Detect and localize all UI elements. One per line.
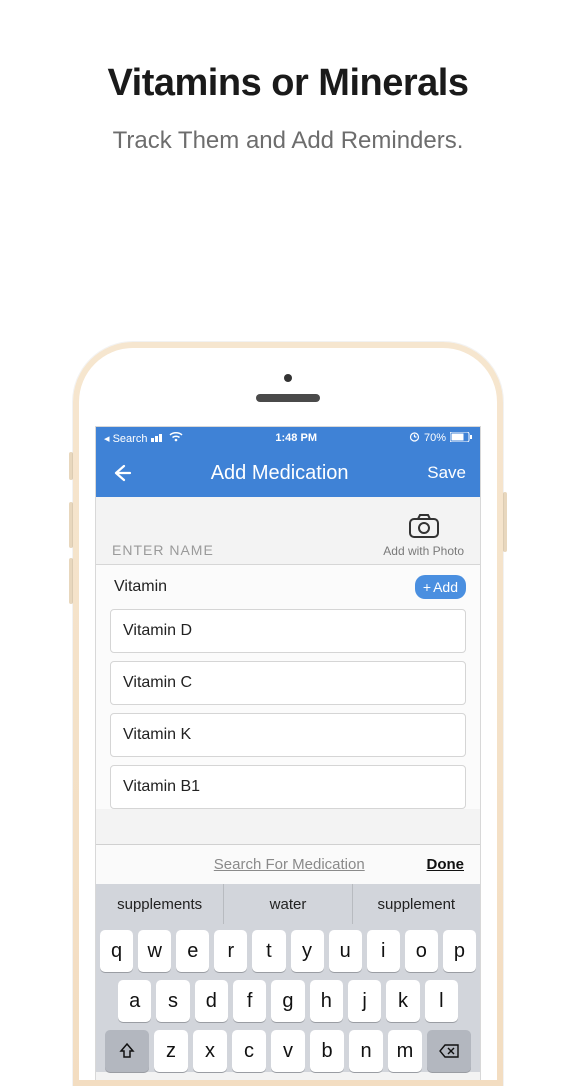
key[interactable]: e (176, 930, 209, 972)
back-arrow-icon[interactable] (110, 462, 132, 484)
status-time: 1:48 PM (275, 432, 317, 444)
key[interactable]: u (329, 930, 362, 972)
battery-percent: 70% (424, 432, 446, 444)
key[interactable]: x (193, 1030, 227, 1072)
prediction-item[interactable]: water (224, 884, 352, 924)
wifi-icon (169, 432, 183, 445)
prediction-item[interactable]: supplements (96, 884, 224, 924)
alarm-icon (409, 431, 420, 445)
save-button[interactable]: Save (427, 463, 466, 483)
camera-icon (383, 513, 464, 542)
key[interactable]: z (154, 1030, 188, 1072)
keyboard: q w e r t y u i o p a (96, 924, 480, 1072)
add-with-photo-button[interactable]: Add with Photo (383, 513, 464, 558)
key[interactable]: p (443, 930, 476, 972)
search-medication-link[interactable]: Search For Medication (152, 856, 427, 873)
status-bar: ◂ Search 1:48 PM 70% (96, 427, 480, 449)
key[interactable]: k (386, 980, 419, 1022)
shift-key[interactable] (105, 1030, 149, 1072)
suggestion-item[interactable]: Vitamin B1 (110, 765, 466, 809)
key[interactable]: r (214, 930, 247, 972)
key[interactable]: o (405, 930, 438, 972)
key[interactable]: c (232, 1030, 266, 1072)
battery-icon (450, 432, 472, 445)
key[interactable]: s (156, 980, 189, 1022)
key[interactable]: q (100, 930, 133, 972)
key[interactable]: g (271, 980, 304, 1022)
add-button-label: Add (433, 579, 458, 595)
suggestion-item[interactable]: Vitamin K (110, 713, 466, 757)
key[interactable]: b (310, 1030, 344, 1072)
phone-mockup: ◂ Search 1:48 PM 70% (73, 342, 503, 1086)
content-area: ENTER NAME Add with Photo Vitamin (96, 497, 480, 809)
key[interactable]: i (367, 930, 400, 972)
add-button[interactable]: +Add (415, 575, 466, 599)
status-back-app[interactable]: ◂ Search (104, 432, 147, 445)
keyboard-done-button[interactable]: Done (427, 856, 465, 873)
suggestion-item[interactable]: Vitamin C (110, 661, 466, 705)
keyboard-toolbar: Search For Medication Done (96, 844, 480, 884)
phone-side-button (503, 492, 507, 552)
key[interactable]: l (425, 980, 458, 1022)
keyboard-predictions: supplements water supplement (96, 884, 480, 924)
keyboard-row: z x c v b n m (100, 1030, 476, 1072)
keyboard-area: Search For Medication Done supplements w… (96, 844, 480, 1080)
key[interactable]: v (271, 1030, 305, 1072)
phone-earpiece (256, 394, 320, 402)
keyboard-row: a s d f g h j k l (100, 980, 476, 1022)
add-with-photo-label: Add with Photo (383, 544, 464, 558)
key[interactable]: y (291, 930, 324, 972)
key[interactable]: t (252, 930, 285, 972)
key[interactable]: h (310, 980, 343, 1022)
plus-icon: + (423, 579, 431, 595)
enter-name-label: ENTER NAME (112, 542, 214, 558)
suggestion-item[interactable]: Vitamin D (110, 609, 466, 653)
key[interactable]: n (349, 1030, 383, 1072)
key[interactable]: f (233, 980, 266, 1022)
key[interactable]: d (195, 980, 228, 1022)
medication-list: Vitamin +Add Vitamin D Vitamin C Vitamin… (96, 564, 480, 809)
keyboard-row: q w e r t y u i o p (100, 930, 476, 972)
nav-title: Add Medication (211, 462, 349, 485)
key[interactable]: a (118, 980, 151, 1022)
promo-title: Vitamins or Minerals (0, 62, 576, 105)
backspace-key[interactable] (427, 1030, 471, 1072)
phone-camera-dot (284, 374, 292, 382)
promo-subtitle: Track Them and Add Reminders. (0, 127, 576, 155)
medication-input-row: Vitamin +Add (96, 565, 480, 609)
key[interactable]: j (348, 980, 381, 1022)
signal-icon (151, 432, 165, 445)
key[interactable]: w (138, 930, 171, 972)
key[interactable]: m (388, 1030, 422, 1072)
medication-name-input[interactable]: Vitamin (114, 578, 167, 596)
nav-bar: Add Medication Save (96, 449, 480, 497)
prediction-item[interactable]: supplement (353, 884, 480, 924)
app-screen: ◂ Search 1:48 PM 70% (95, 426, 481, 1080)
